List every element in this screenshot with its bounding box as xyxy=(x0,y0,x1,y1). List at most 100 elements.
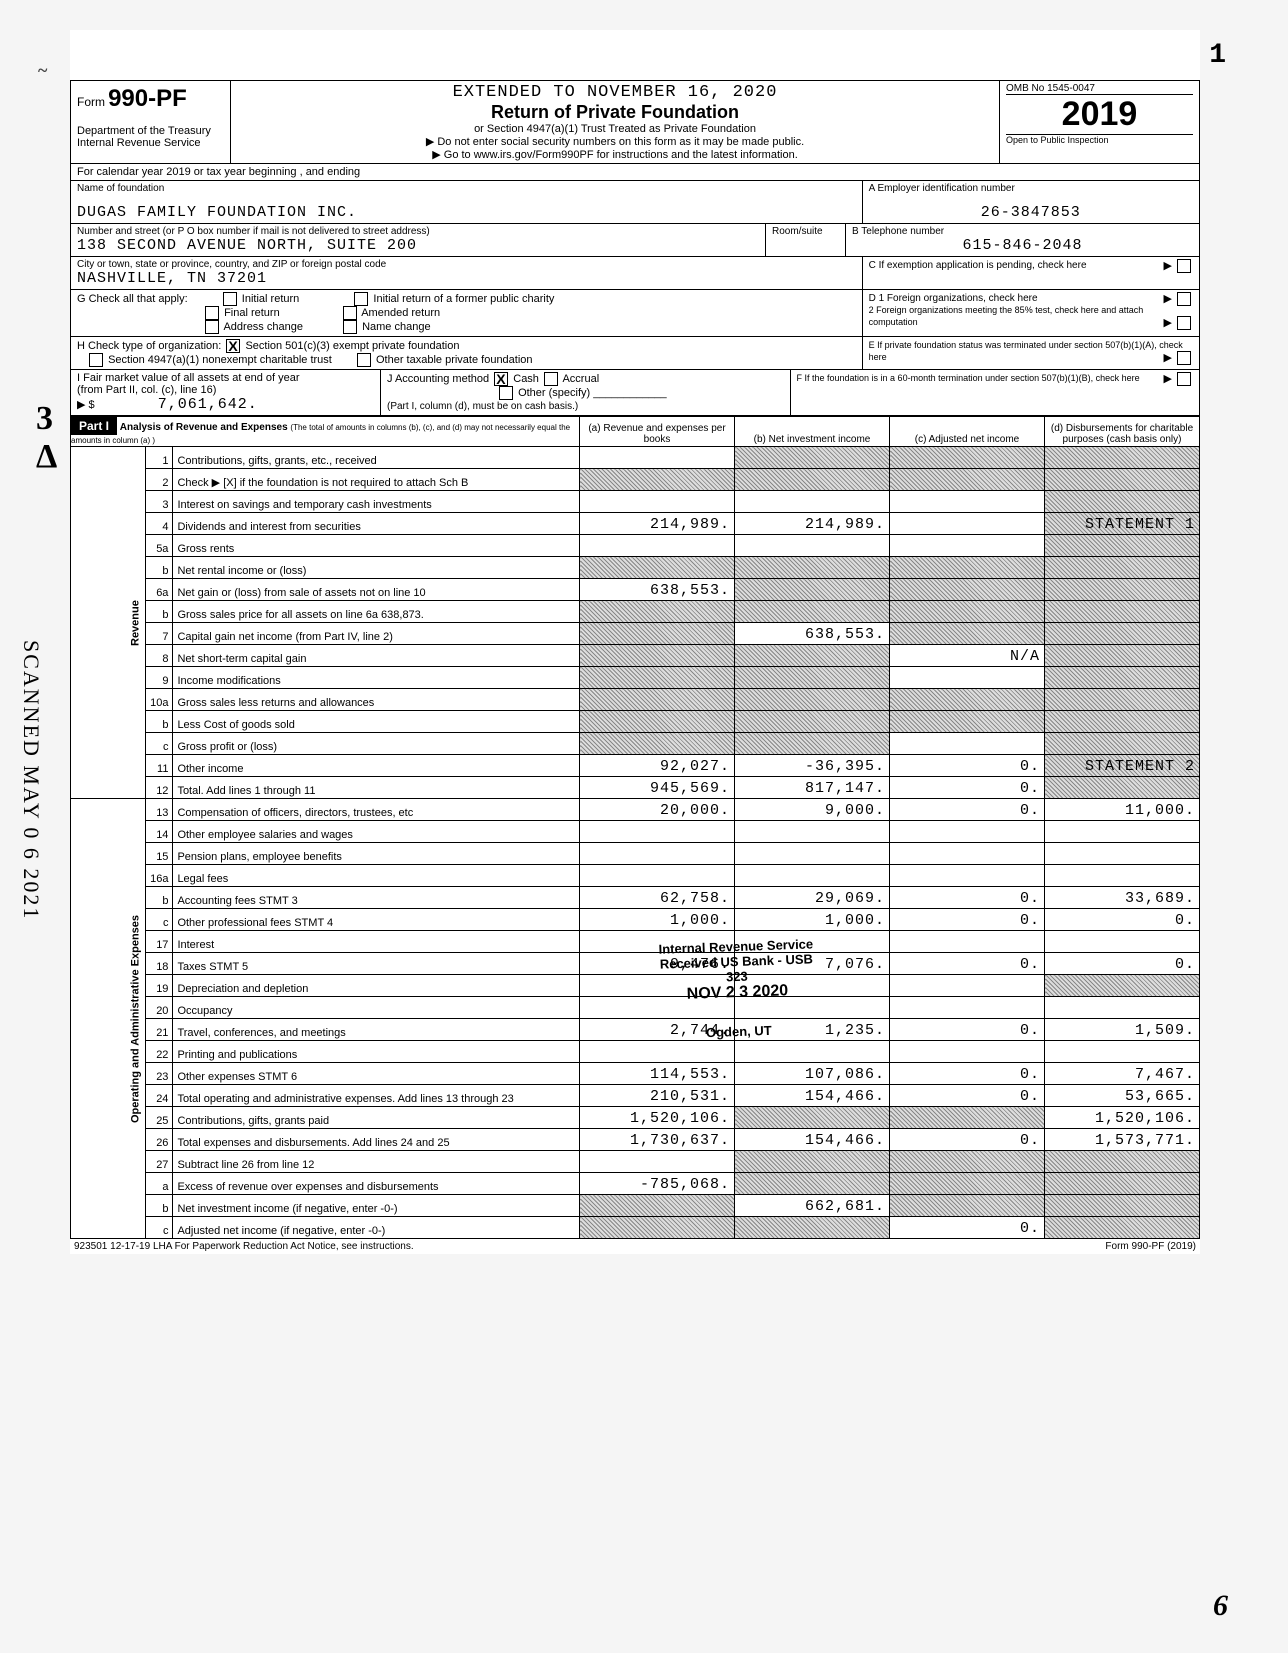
c-checkbox[interactable] xyxy=(1177,259,1191,273)
cell-b xyxy=(735,1041,890,1063)
cell-c xyxy=(890,1041,1045,1063)
cell-b xyxy=(735,975,890,997)
line-number: 13 xyxy=(146,799,173,821)
cell-d xyxy=(1045,975,1200,997)
g-name-checkbox[interactable] xyxy=(343,320,357,334)
h1-checkbox[interactable] xyxy=(226,339,240,353)
part1-table: Part I Analysis of Revenue and Expenses … xyxy=(70,416,1200,1239)
phone-value: 615-846-2048 xyxy=(852,237,1193,254)
line-number: 5a xyxy=(146,535,173,557)
g-initial-checkbox[interactable] xyxy=(223,292,237,306)
j-other-checkbox[interactable] xyxy=(499,386,513,400)
line-desc: Other expenses STMT 6 xyxy=(173,1063,580,1085)
calendar-year-row: For calendar year 2019 or tax year begin… xyxy=(70,164,1200,181)
table-row: 15Pension plans, employee benefits xyxy=(71,843,1200,865)
line-number: 8 xyxy=(146,645,173,667)
line-desc: Total operating and administrative expen… xyxy=(173,1085,580,1107)
line-desc: Gross sales less returns and allowances xyxy=(173,689,580,711)
i-note: (Part I, column (d), must be on cash bas… xyxy=(387,401,578,412)
cell-a xyxy=(580,491,735,513)
g-label: G Check all that apply: xyxy=(77,293,188,305)
cell-a xyxy=(580,469,735,491)
cell-d xyxy=(1045,491,1200,513)
line-desc: Interest xyxy=(173,931,580,953)
col-c-header: (c) Adjusted net income xyxy=(890,417,1045,447)
g-address-checkbox[interactable] xyxy=(205,320,219,334)
table-row: 22Printing and publications xyxy=(71,1041,1200,1063)
cell-a xyxy=(580,1041,735,1063)
cell-b xyxy=(735,843,890,865)
cell-c: 0. xyxy=(890,887,1045,909)
cell-b: 638,553. xyxy=(735,623,890,645)
g-amended-checkbox[interactable] xyxy=(343,306,357,320)
cell-b xyxy=(735,667,890,689)
cell-c xyxy=(890,601,1045,623)
cell-c: 0. xyxy=(890,1085,1045,1107)
cell-d xyxy=(1045,931,1200,953)
h-e-row: H Check type of organization: Section 50… xyxy=(70,337,1200,370)
cell-a: 114,553. xyxy=(580,1063,735,1085)
line-number: b xyxy=(146,557,173,579)
i-sub: (from Part II, col. (c), line 16) xyxy=(77,384,216,396)
cell-b xyxy=(735,491,890,513)
h3-checkbox[interactable] xyxy=(357,353,371,367)
cell-b: -36,395. xyxy=(735,755,890,777)
line-desc: Gross rents xyxy=(173,535,580,557)
line-number: 27 xyxy=(146,1151,173,1173)
line-desc: Accounting fees STMT 3 xyxy=(173,887,580,909)
cell-d: 11,000. xyxy=(1045,799,1200,821)
table-row: 14Other employee salaries and wages xyxy=(71,821,1200,843)
col-d-header: (d) Disbursements for charitable purpose… xyxy=(1045,417,1200,447)
cell-c: 0. xyxy=(890,777,1045,799)
cell-d: 1,573,771. xyxy=(1045,1129,1200,1151)
tax-year: 2019 xyxy=(1006,95,1193,134)
line-desc: Occupancy xyxy=(173,997,580,1019)
table-row: 5aGross rents xyxy=(71,535,1200,557)
cell-a: 210,531. xyxy=(580,1085,735,1107)
cell-c xyxy=(890,491,1045,513)
d2-checkbox[interactable] xyxy=(1177,316,1191,330)
cell-b xyxy=(735,535,890,557)
line-desc: Less Cost of goods sold xyxy=(173,711,580,733)
line-number: 26 xyxy=(146,1129,173,1151)
line-number: b xyxy=(146,887,173,909)
cell-d xyxy=(1045,601,1200,623)
cell-a: 1,730,637. xyxy=(580,1129,735,1151)
f-checkbox[interactable] xyxy=(1177,372,1191,386)
j-cash-checkbox[interactable] xyxy=(494,372,508,386)
cell-a xyxy=(580,711,735,733)
d1-checkbox[interactable] xyxy=(1177,292,1191,306)
cell-a xyxy=(580,843,735,865)
cell-a xyxy=(580,689,735,711)
cell-d xyxy=(1045,733,1200,755)
line-desc: Travel, conferences, and meetings xyxy=(173,1019,580,1041)
room-label: Room/suite xyxy=(772,226,839,237)
cell-c xyxy=(890,469,1045,491)
line-number: 15 xyxy=(146,843,173,865)
e-checkbox[interactable] xyxy=(1177,351,1191,365)
cell-c: 0. xyxy=(890,1019,1045,1041)
cell-a: 9,476. xyxy=(580,953,735,975)
g-initial-former-checkbox[interactable] xyxy=(354,292,368,306)
form-page: Form 990-PF Department of the Treasury I… xyxy=(70,30,1200,1254)
name-label: Name of foundation xyxy=(77,183,856,194)
scanned-date-stamp: SCANNED MAY 0 6 2021 xyxy=(18,640,44,920)
form-title-block: EXTENDED TO NOVEMBER 16, 2020 Return of … xyxy=(231,81,999,163)
cell-b xyxy=(735,997,890,1019)
form-prefix: Form xyxy=(77,95,105,109)
line-desc: Interest on savings and temporary cash i… xyxy=(173,491,580,513)
j-accrual-checkbox[interactable] xyxy=(544,372,558,386)
cell-b xyxy=(735,1173,890,1195)
line-number: b xyxy=(146,601,173,623)
table-row: aExcess of revenue over expenses and dis… xyxy=(71,1173,1200,1195)
g-final-checkbox[interactable] xyxy=(205,306,219,320)
cell-c xyxy=(890,535,1045,557)
table-row: 21Travel, conferences, and meetings2,744… xyxy=(71,1019,1200,1041)
line-desc: Printing and publications xyxy=(173,1041,580,1063)
cell-a: 945,569. xyxy=(580,777,735,799)
line-number: 18 xyxy=(146,953,173,975)
cell-d xyxy=(1045,557,1200,579)
h2-checkbox[interactable] xyxy=(89,353,103,367)
cell-b: 154,466. xyxy=(735,1085,890,1107)
table-row: 27Subtract line 26 from line 12 xyxy=(71,1151,1200,1173)
